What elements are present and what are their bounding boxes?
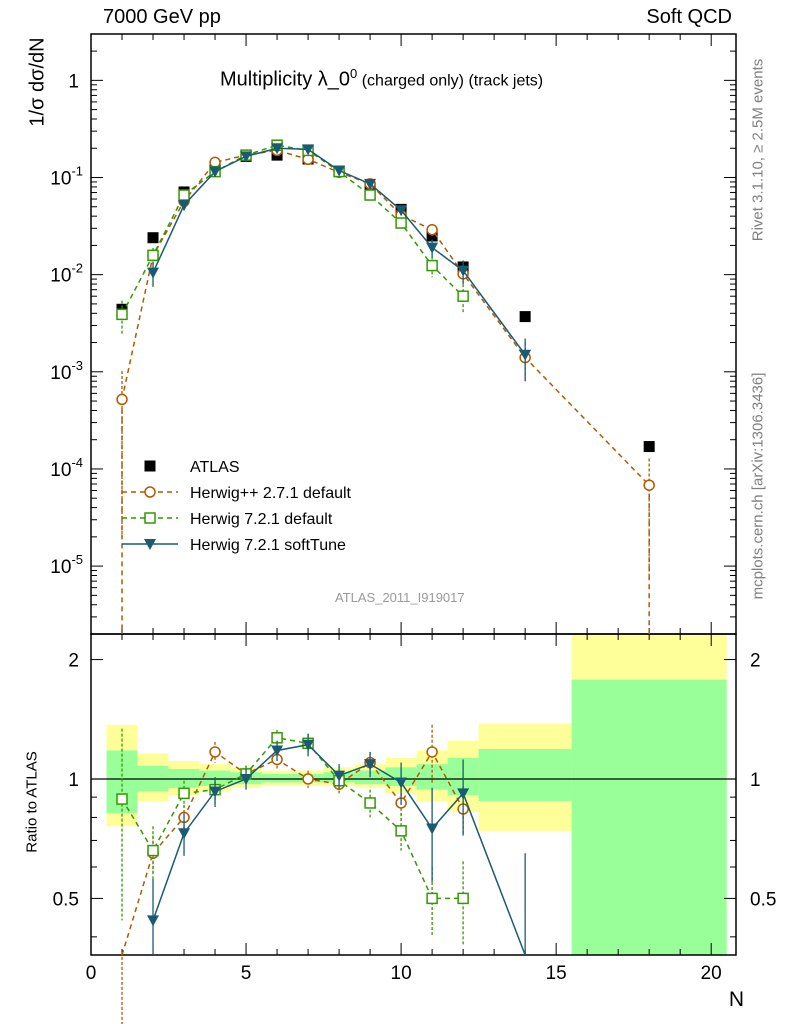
ratio-data-point — [395, 825, 407, 837]
x-axis-label: N — [728, 988, 744, 1011]
data-point — [364, 189, 376, 201]
data-point — [643, 441, 655, 453]
data-point — [178, 189, 190, 201]
data-point — [302, 144, 315, 156]
ratio-band-inner — [354, 770, 386, 785]
data-point — [395, 217, 407, 229]
x-tick-label: 20 — [701, 963, 722, 984]
ratio-series-line — [152, 743, 526, 956]
y-tick-label: 10-2 — [50, 261, 83, 287]
ratio-y-axis-label: Ratio to ATLAS — [23, 751, 41, 853]
ratio-y-tick-label-right: 2 — [750, 651, 761, 672]
legend-marker — [144, 512, 156, 524]
main-y-axis-label: 1/σ dσ/dN — [26, 37, 49, 127]
series-line — [121, 149, 650, 486]
ratio-y-tick-label-right: 0.5 — [750, 889, 776, 910]
ratio-data-point — [302, 773, 314, 785]
ratio-band-inner — [168, 768, 200, 788]
legend-label: ATLAS — [190, 459, 240, 476]
data-point — [519, 349, 532, 361]
chart-title-sup: 0 — [350, 66, 358, 81]
data-point — [457, 290, 469, 302]
ratio-data-point — [395, 777, 408, 789]
analysis-id-label: ATLAS_2011_I919017 — [335, 590, 465, 605]
ratio-data-point — [147, 844, 159, 857]
data-point — [209, 166, 222, 178]
ratio-plot-frame — [90, 633, 737, 956]
ratio-data-point — [147, 915, 160, 927]
ratio-data-point — [333, 770, 346, 782]
y-tick-label: 10-3 — [50, 358, 83, 384]
ratio-data-point — [426, 746, 438, 758]
x-tick-label: 15 — [546, 963, 567, 984]
data-point — [240, 151, 253, 163]
data-point — [426, 242, 439, 254]
ratio-y-tick-label: 2 — [68, 651, 79, 672]
rivet-version-label: Rivet 3.1.10, ≥ 2.5M events — [749, 58, 767, 242]
legend-marker — [144, 486, 156, 498]
data-point — [364, 178, 377, 190]
data-point — [147, 232, 159, 244]
ratio-y-tick-label-right: 1 — [750, 770, 761, 791]
data-point — [395, 205, 408, 217]
legend-marker — [144, 539, 156, 550]
x-tick-label: 10 — [391, 963, 412, 984]
mcplots-reference-label: mcplots.cern.ch [arXiv:1306.3436] — [749, 372, 767, 600]
main-plot-frame — [90, 33, 737, 635]
data-point — [426, 259, 438, 272]
header-process-label: Soft QCD — [646, 6, 732, 28]
data-point — [116, 393, 128, 406]
ratio-data-point — [457, 788, 470, 800]
legend-label: Herwig 7.2.1 default — [190, 511, 333, 528]
data-point — [271, 143, 284, 155]
ratio-data-point — [116, 793, 128, 805]
x-tick-label: 0 — [86, 963, 97, 984]
ratio-series-line — [121, 750, 464, 956]
y-tick-label: 10-4 — [50, 455, 83, 481]
series-line — [121, 144, 464, 315]
ratio-data-point — [302, 739, 315, 751]
ratio-data-point — [209, 746, 221, 758]
ratio-band-inner — [261, 773, 293, 783]
ratio-data-point — [209, 786, 222, 798]
y-tick-label: 10-5 — [50, 552, 83, 578]
y-tick-label: 1 — [68, 71, 79, 92]
ratio-data-point — [457, 892, 469, 905]
ratio-series-line — [121, 736, 464, 900]
data-point — [426, 223, 438, 236]
ratio-data-point — [271, 745, 284, 757]
data-point — [116, 308, 128, 321]
y-tick-label: 10-1 — [50, 164, 83, 190]
data-point — [178, 200, 191, 212]
chart-title-main: Multiplicity λ_0 — [220, 68, 351, 91]
ratio-data-point — [178, 787, 190, 800]
ratio-y-tick-label: 1 — [68, 770, 79, 791]
ratio-data-point — [240, 773, 253, 785]
ratio-data-point — [426, 892, 438, 905]
data-point — [519, 311, 531, 323]
chart-title: Multiplicity λ_00 (charged only) (track … — [220, 66, 543, 92]
data-point — [147, 267, 160, 279]
x-tick-label: 5 — [241, 963, 252, 984]
chart-title-suffix: (charged only) (track jets) — [357, 72, 544, 90]
ratio-y-tick-label: 0.5 — [53, 889, 79, 910]
ratio-band-inner — [478, 749, 572, 802]
data-point — [457, 265, 470, 277]
data-point — [147, 249, 159, 262]
ratio-data-point — [364, 759, 377, 771]
data-point — [333, 165, 346, 177]
ratio-data-point — [364, 797, 376, 809]
legend-label: Herwig++ 2.7.1 default — [190, 485, 352, 502]
legend-label: Herwig 7.2.1 softTune — [190, 537, 346, 554]
ratio-data-point — [178, 828, 191, 840]
series-line — [152, 147, 526, 356]
legend-marker — [144, 460, 156, 472]
header-energy-label: 7000 GeV pp — [103, 6, 221, 28]
ratio-band-inner — [571, 679, 727, 955]
data-point — [643, 479, 655, 491]
ratio-data-point — [426, 823, 439, 835]
